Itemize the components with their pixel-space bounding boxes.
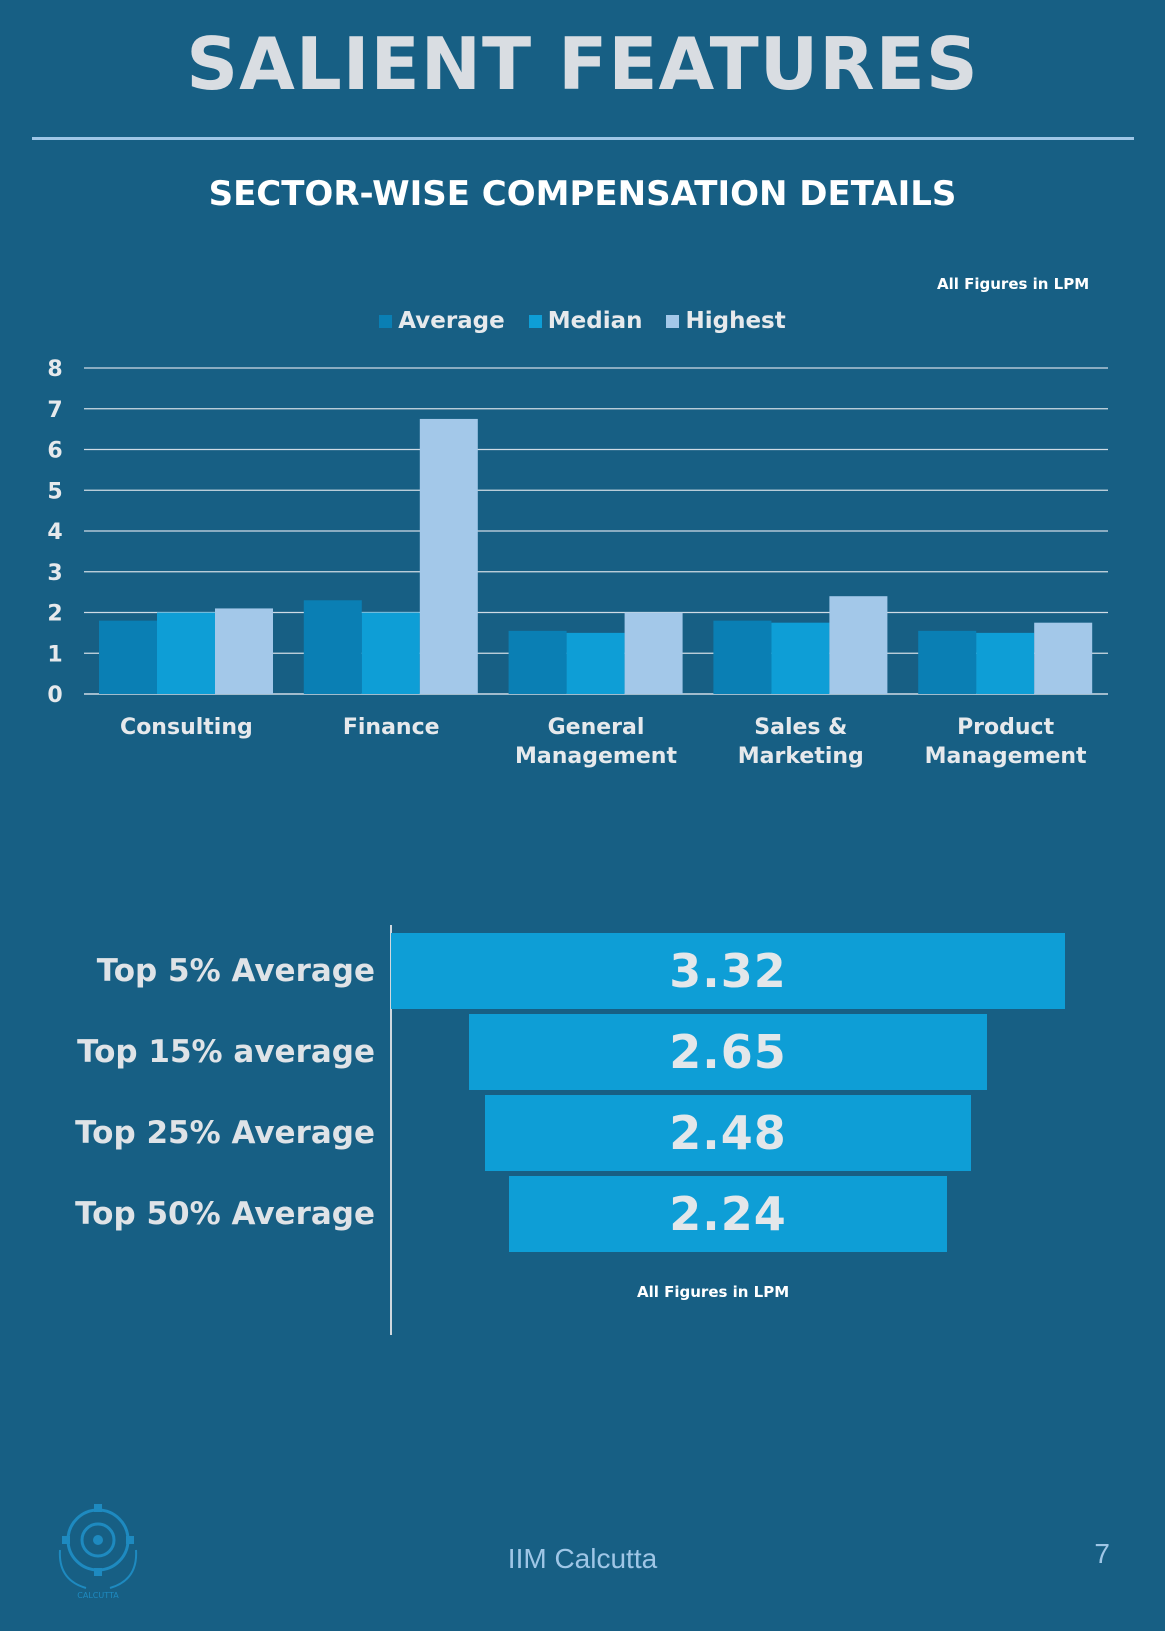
legend-item-median: Median xyxy=(528,308,643,334)
y-tick-label: 7 xyxy=(47,398,62,423)
funnel-units-note: All Figures in LPM xyxy=(637,1283,790,1301)
y-tick-label: 3 xyxy=(47,561,62,586)
bar-highest xyxy=(624,612,683,694)
bar-average xyxy=(713,620,772,694)
bar-median xyxy=(976,632,1035,694)
y-tick-label: 8 xyxy=(47,357,62,382)
funnel-category-label: Top 5% Average xyxy=(96,953,375,989)
funnel-bar: 2.48 xyxy=(485,1095,971,1171)
bar-median xyxy=(771,622,830,694)
bar-chart-legend: Average Median Highest xyxy=(0,308,1165,334)
bar-average xyxy=(508,630,567,694)
funnel-value-label: 2.65 xyxy=(669,1025,787,1079)
funnel-axis-line xyxy=(390,925,392,1335)
legend-label-median: Median xyxy=(547,308,643,334)
funnel-row: Top 25% Average 2.48 xyxy=(0,1095,1165,1171)
x-category-label: Sales & Marketing xyxy=(738,715,864,769)
legend-item-highest: Highest xyxy=(666,308,786,334)
legend-item-average: Average xyxy=(379,308,505,334)
funnel-row: Top 15% average 2.65 xyxy=(0,1014,1165,1090)
y-tick-label: 5 xyxy=(47,479,62,504)
funnel-value-label: 3.32 xyxy=(669,944,787,998)
y-tick-label: 2 xyxy=(47,602,62,627)
x-category-label: Finance xyxy=(343,715,440,740)
x-category-label: General Management xyxy=(515,715,677,769)
chart-section-title: SECTOR-WISE COMPENSATION DETAILS xyxy=(208,174,957,214)
bar-highest xyxy=(215,608,273,694)
funnel-bar: 3.32 xyxy=(391,933,1065,1009)
bar-average xyxy=(918,630,977,694)
bar-highest xyxy=(419,418,478,694)
funnel-bar: 2.24 xyxy=(508,1176,948,1252)
bar-highest xyxy=(829,596,888,694)
y-tick-label: 1 xyxy=(47,642,62,667)
title-divider xyxy=(32,137,1134,140)
page-number: 7 xyxy=(1094,1538,1110,1569)
funnel-bar: 2.65 xyxy=(468,1014,988,1090)
funnel-category-label: Top 25% Average xyxy=(75,1115,375,1151)
legend-label-highest: Highest xyxy=(685,308,786,334)
funnel-category-label: Top 50% Average xyxy=(75,1196,375,1232)
bar-median xyxy=(566,632,625,694)
sector-compensation-bar-chart: 0 1 2 3 4 5 6 7 8 Consulting Finance General Managem… xyxy=(47,357,1108,769)
page-title: SALIENT FEATURES xyxy=(186,22,979,106)
funnel-row: Top 5% Average 3.32 xyxy=(0,933,1165,1009)
y-tick-label: 6 xyxy=(47,439,62,464)
bar-chart-units-note: All Figures in LPM xyxy=(937,275,1090,293)
funnel-value-label: 2.24 xyxy=(669,1187,787,1241)
svg-text:CALCUTTA: CALCUTTA xyxy=(77,1591,119,1600)
bar-highest xyxy=(1034,622,1093,694)
legend-label-average: Average xyxy=(398,308,505,334)
funnel-row: Top 50% Average 2.24 xyxy=(0,1176,1165,1252)
footer-institute-name: IIM Calcutta xyxy=(507,1543,658,1574)
funnel-category-label: Top 15% average xyxy=(77,1034,375,1070)
bar-median xyxy=(361,612,420,694)
top-percentile-funnel-chart: Top 5% Average 3.32 Top 15% average 2.65… xyxy=(0,925,1165,1345)
funnel-value-label: 2.48 xyxy=(669,1106,787,1160)
iim-calcutta-logo: CALCUTTA xyxy=(58,1504,138,1600)
legend-swatch-average xyxy=(379,314,393,328)
legend-swatch-median xyxy=(528,314,542,328)
y-tick-label: 4 xyxy=(47,520,62,545)
bar-average xyxy=(99,620,157,694)
bar-median xyxy=(157,612,215,694)
legend-swatch-highest xyxy=(666,314,680,328)
x-category-label: Product Management xyxy=(925,715,1087,769)
y-tick-label: 0 xyxy=(47,683,62,708)
bar-average xyxy=(303,600,362,694)
x-category-label: Consulting xyxy=(120,715,253,740)
